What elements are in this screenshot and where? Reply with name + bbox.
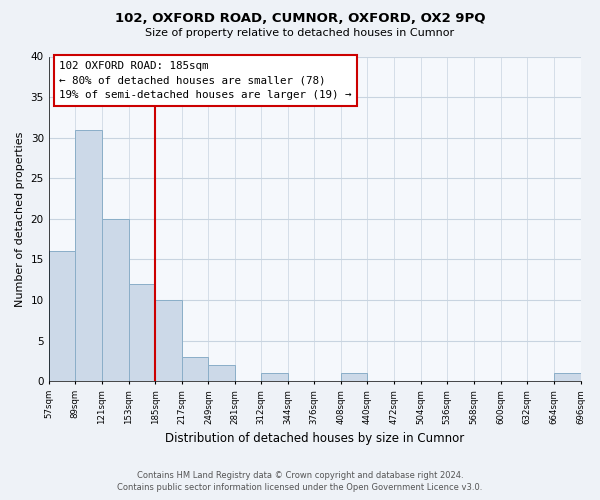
Bar (128, 284, 155, 381)
Bar (182, 357, 208, 381)
Bar (75, 130, 102, 381)
Bar (341, 373, 367, 381)
Y-axis label: Number of detached properties: Number of detached properties (15, 131, 25, 306)
Text: 102, OXFORD ROAD, CUMNOR, OXFORD, OX2 9PQ: 102, OXFORD ROAD, CUMNOR, OXFORD, OX2 9P… (115, 12, 485, 26)
Bar (155, 300, 182, 381)
X-axis label: Distribution of detached houses by size in Cumnor: Distribution of detached houses by size … (165, 432, 464, 445)
Bar (208, 365, 235, 381)
Text: Contains HM Land Registry data © Crown copyright and database right 2024.
Contai: Contains HM Land Registry data © Crown c… (118, 471, 482, 492)
Text: Size of property relative to detached houses in Cumnor: Size of property relative to detached ho… (145, 28, 455, 38)
Text: 102 OXFORD ROAD: 185sqm
← 80% of detached houses are smaller (78)
19% of semi-de: 102 OXFORD ROAD: 185sqm ← 80% of detache… (59, 60, 352, 100)
Bar (261, 373, 287, 381)
Bar (102, 219, 128, 381)
Bar (49, 252, 75, 381)
Bar (554, 373, 581, 381)
